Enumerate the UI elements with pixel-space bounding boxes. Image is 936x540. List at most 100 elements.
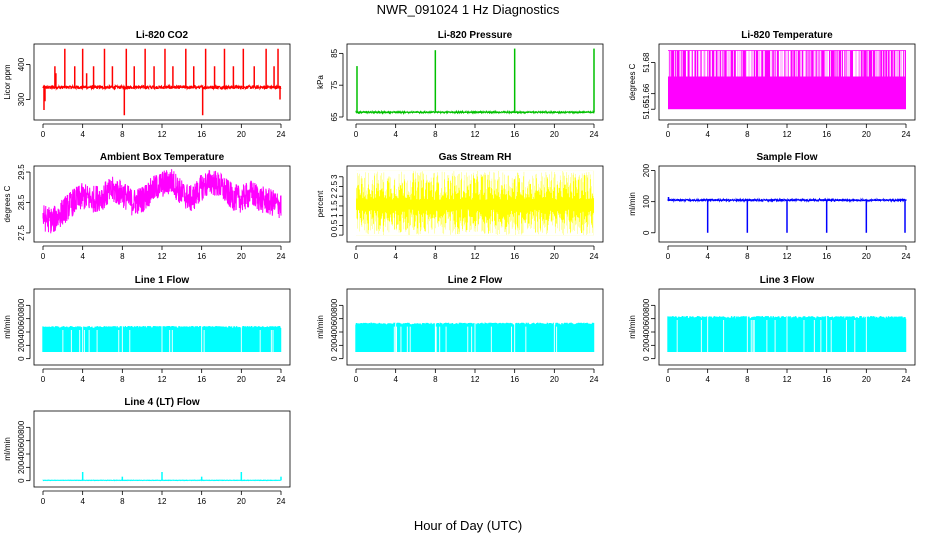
y-tick-label: 100 — [642, 194, 651, 208]
x-tick-label: 16 — [822, 252, 831, 261]
x-axis: 0 4 8 12 16 20 24 — [41, 123, 286, 139]
page-title: NWR_091024 1 Hz Diagnostics — [376, 2, 560, 17]
y-axis-label: kPa — [316, 75, 325, 89]
x-tick-label: 24 — [902, 375, 911, 384]
panel-6: Sample Flow ml/min 0 4 8 12 16 20 24 0 100 200 — [628, 152, 916, 261]
y-tick-label: 200 — [330, 338, 339, 352]
x-axis: 0 4 8 12 16 20 24 — [41, 245, 286, 261]
series-green — [355, 48, 595, 115]
axes — [33, 288, 291, 366]
plot-frame — [658, 288, 916, 366]
x-tick-label: 16 — [822, 130, 831, 139]
series-blue — [667, 197, 907, 233]
y-tick-label: 65 — [330, 112, 339, 121]
x-tick-label: 4 — [393, 375, 398, 384]
panel-10: Line 4 (LT) Flow ml/min 0 4 8 12 16 20 24 0 200400… — [3, 397, 291, 506]
y-axis-label: ml/min — [628, 192, 637, 216]
x-tick-label: 16 — [510, 130, 519, 139]
panel-title: Sample Flow — [756, 152, 817, 163]
x-tick-label: 12 — [158, 375, 167, 384]
y-axis-label: ml/min — [3, 437, 12, 461]
x-tick-label: 8 — [433, 130, 438, 139]
panel-2: Li-820 Pressure kPa 0 4 8 12 16 20 24 65 75 85 — [316, 30, 604, 139]
y-tick-label: 300 — [17, 92, 26, 106]
x-tick-label: 0 — [666, 252, 671, 261]
panel-1: Li-820 CO2 Licor ppm 0 4 8 12 16 20 24 300 400 — [3, 30, 291, 139]
x-axis: 0 4 8 12 16 20 24 — [354, 368, 599, 384]
y-tick-label: 1.5 — [330, 200, 339, 212]
x-axis: 0 4 8 12 16 20 24 — [666, 123, 911, 139]
y-axis: 65 75 85 — [330, 48, 344, 121]
x-tick-label: 12 — [158, 497, 167, 506]
x-tick-label: 24 — [277, 375, 286, 384]
y-tick-label: 0 — [17, 356, 26, 361]
x-tick-label: 16 — [197, 375, 206, 384]
x-tick-label: 12 — [783, 130, 792, 139]
series-cyan — [355, 322, 595, 352]
y-tick-label: 85 — [330, 48, 339, 57]
x-tick-label: 0 — [666, 375, 671, 384]
series-magenta — [668, 50, 906, 110]
y-tick-label: 0 — [330, 356, 339, 361]
panel-title: Li-820 CO2 — [136, 30, 189, 41]
axes — [658, 165, 916, 243]
panel-4: Ambient Box Temperature degrees C 0 4 8 12 16 2… — [3, 152, 291, 261]
x-tick-label: 4 — [80, 497, 85, 506]
panel-7: Line 1 Flow ml/min 0 4 8 12 16 20 24 0 20040060080… — [3, 275, 291, 384]
y-tick-label: 51.68 — [642, 52, 651, 73]
y-tick-label: 800 — [642, 298, 651, 312]
series-cyan — [667, 316, 907, 352]
x-tick-label: 20 — [237, 130, 246, 139]
x-axis-title: Hour of Day (UTC) — [413, 518, 523, 533]
panel-title: Gas Stream RH — [439, 152, 512, 163]
y-tick-label: 51.66 — [642, 83, 651, 104]
y-tick-label: 400 — [17, 447, 26, 461]
x-tick-label: 12 — [471, 375, 480, 384]
x-tick-label: 8 — [745, 252, 750, 261]
x-tick-label: 4 — [705, 252, 710, 261]
x-tick-label: 12 — [783, 252, 792, 261]
plot-frame — [33, 165, 291, 243]
axes — [33, 43, 291, 121]
y-tick-label: 0 — [642, 230, 651, 235]
panel-title: Line 3 Flow — [760, 275, 815, 286]
y-tick-label: 0.5 — [330, 219, 339, 231]
x-axis: 0 4 8 12 16 20 24 — [666, 245, 911, 261]
y-tick-label: 400 — [17, 57, 26, 71]
x-tick-label: 12 — [471, 252, 480, 261]
panel-title: Li-820 Temperature — [741, 30, 833, 41]
x-tick-label: 16 — [197, 497, 206, 506]
x-tick-label: 0 — [354, 252, 359, 261]
x-tick-label: 24 — [277, 497, 286, 506]
x-tick-label: 24 — [590, 375, 599, 384]
panel-title: Line 2 Flow — [448, 275, 503, 286]
x-tick-label: 20 — [862, 252, 871, 261]
plot-frame — [33, 43, 291, 121]
panel-8: Line 2 Flow ml/min 0 4 8 12 16 20 24 0 20040060080… — [316, 275, 604, 384]
axes — [658, 288, 916, 366]
axes — [33, 165, 291, 243]
y-tick-label: 29.5 — [17, 164, 26, 180]
x-tick-label: 12 — [471, 130, 480, 139]
series-line — [42, 169, 282, 234]
x-tick-label: 20 — [862, 375, 871, 384]
x-tick-label: 0 — [41, 252, 46, 261]
band-texture — [355, 170, 594, 236]
x-tick-label: 16 — [197, 252, 206, 261]
y-tick-label: 0 — [17, 478, 26, 483]
axes — [346, 288, 604, 366]
x-axis: 0 4 8 12 16 20 24 — [41, 490, 286, 506]
x-tick-label: 16 — [510, 375, 519, 384]
y-axis: 300 400 — [17, 57, 31, 106]
y-axis-label: degrees C — [3, 185, 12, 222]
series-red — [42, 48, 282, 116]
y-tick-label: 800 — [330, 298, 339, 312]
x-tick-label: 0 — [41, 497, 46, 506]
panel-3: Li-820 Temperature degrees C 0 4 8 12 16 20 24 51… — [628, 30, 916, 139]
panel-title: Li-820 Pressure — [438, 30, 513, 41]
y-tick-label: 400 — [642, 325, 651, 339]
y-tick-label: 200 — [642, 163, 651, 177]
x-axis: 0 4 8 12 16 20 24 — [354, 245, 599, 261]
